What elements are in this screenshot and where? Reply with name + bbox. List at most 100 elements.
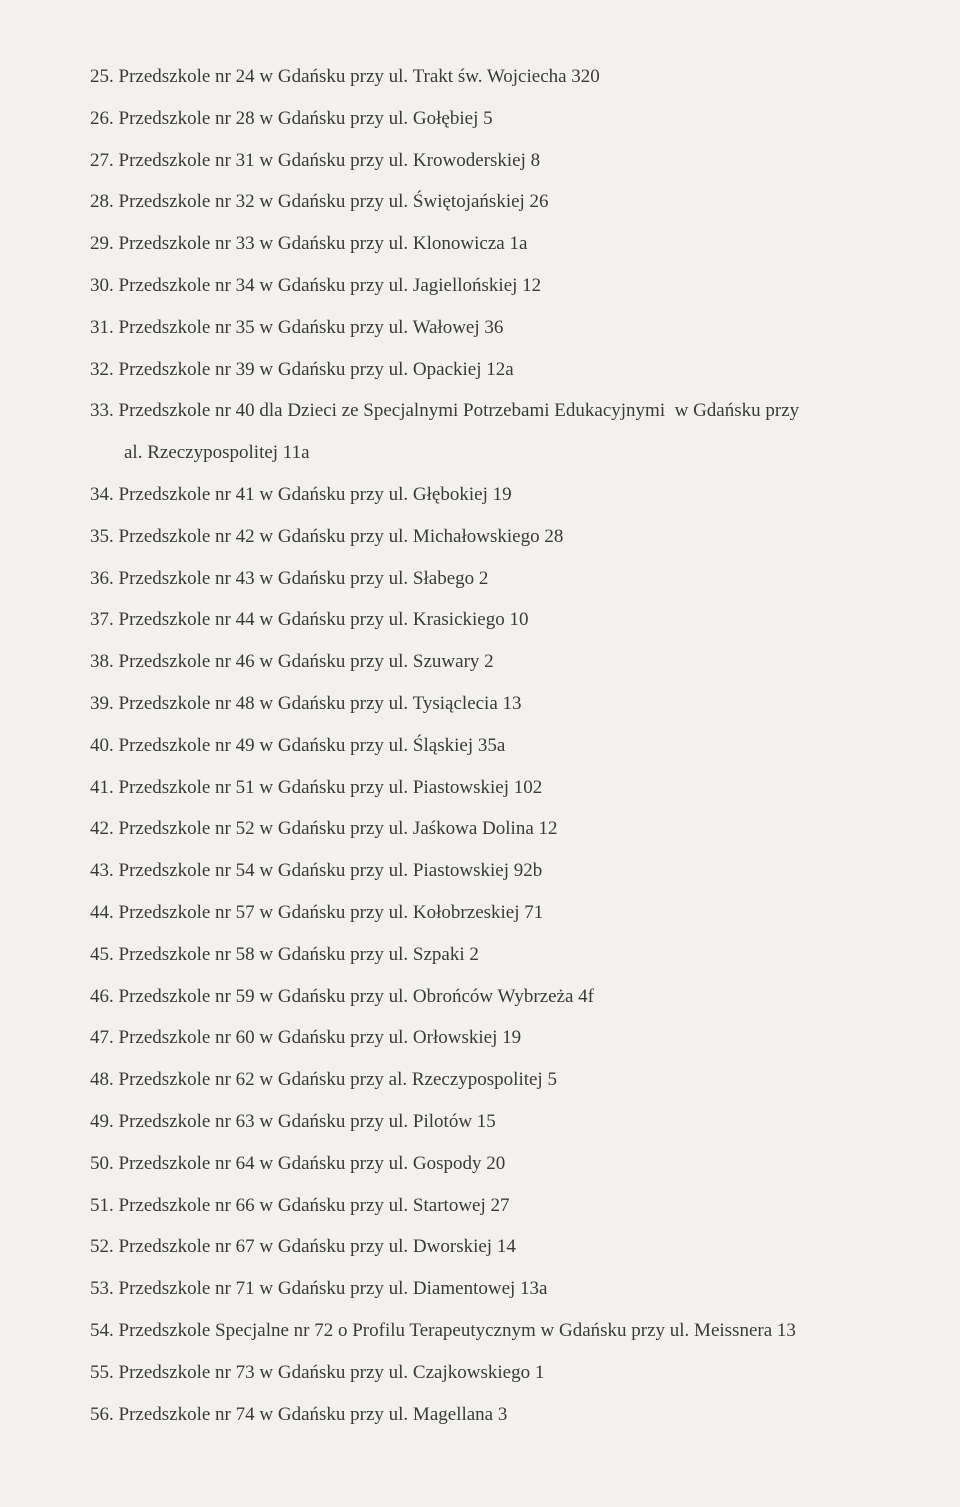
item-number: 56	[90, 1404, 109, 1425]
item-separator: .	[109, 902, 119, 923]
item-text: Przedszkole nr 42 w Gdańsku przy ul. Mic…	[119, 526, 564, 547]
list-item: 38. Przedszkole nr 46 w Gdańsku przy ul.…	[90, 641, 870, 683]
item-text: Przedszkole nr 24 w Gdańsku przy ul. Tra…	[119, 66, 600, 87]
item-text: Przedszkole nr 48 w Gdańsku przy ul. Tys…	[119, 693, 522, 714]
item-number: 54	[90, 1320, 109, 1341]
item-text: Przedszkole nr 67 w Gdańsku przy ul. Dwo…	[119, 1236, 516, 1257]
item-text: Przedszkole nr 33 w Gdańsku przy ul. Klo…	[119, 233, 528, 254]
list-item: 35. Przedszkole nr 42 w Gdańsku przy ul.…	[90, 516, 870, 558]
item-separator: .	[109, 1027, 119, 1048]
item-separator: .	[109, 191, 119, 212]
item-number: 52	[90, 1236, 109, 1257]
list-item: 50. Przedszkole nr 64 w Gdańsku przy ul.…	[90, 1143, 870, 1185]
item-text: Przedszkole nr 43 w Gdańsku przy ul. Sła…	[119, 568, 489, 589]
item-number: 47	[90, 1027, 109, 1048]
item-number: 41	[90, 777, 109, 798]
item-number: 25	[90, 66, 109, 87]
list-item: 27. Przedszkole nr 31 w Gdańsku przy ul.…	[90, 140, 870, 182]
item-separator: .	[109, 526, 119, 547]
item-separator: .	[109, 400, 119, 421]
item-text: Przedszkole nr 28 w Gdańsku przy ul. Goł…	[119, 108, 493, 129]
item-continuation: al. Rzeczypospolitej 11a	[90, 432, 870, 474]
item-separator: .	[109, 233, 119, 254]
list-item: 42. Przedszkole nr 52 w Gdańsku przy ul.…	[90, 808, 870, 850]
list-item: 30. Przedszkole nr 34 w Gdańsku przy ul.…	[90, 265, 870, 307]
item-text: Przedszkole nr 73 w Gdańsku przy ul. Cza…	[119, 1362, 545, 1383]
item-text: Przedszkole nr 74 w Gdańsku przy ul. Mag…	[119, 1404, 508, 1425]
item-text: Przedszkole nr 41 w Gdańsku przy ul. Głę…	[119, 484, 512, 505]
item-number: 43	[90, 860, 109, 881]
item-text: Przedszkole nr 39 w Gdańsku przy ul. Opa…	[119, 359, 514, 380]
item-text: Przedszkole nr 40 dla Dzieci ze Specjaln…	[119, 400, 800, 421]
item-text: Przedszkole nr 63 w Gdańsku przy ul. Pil…	[119, 1111, 496, 1132]
item-text: Przedszkole nr 60 w Gdańsku przy ul. Orł…	[119, 1027, 522, 1048]
item-number: 53	[90, 1278, 109, 1299]
item-separator: .	[109, 484, 119, 505]
list-item: 45. Przedszkole nr 58 w Gdańsku przy ul.…	[90, 934, 870, 976]
item-number: 37	[90, 609, 109, 630]
item-number: 30	[90, 275, 109, 296]
list-item: 39. Przedszkole nr 48 w Gdańsku przy ul.…	[90, 683, 870, 725]
list-item: 55. Przedszkole nr 73 w Gdańsku przy ul.…	[90, 1352, 870, 1394]
item-separator: .	[109, 693, 119, 714]
item-separator: .	[109, 986, 119, 1007]
item-separator: .	[109, 1069, 119, 1090]
item-number: 46	[90, 986, 109, 1007]
item-separator: .	[109, 275, 119, 296]
document-page: 25. Przedszkole nr 24 w Gdańsku przy ul.…	[0, 0, 960, 1507]
item-text: Przedszkole nr 35 w Gdańsku przy ul. Wał…	[119, 317, 504, 338]
list-item: 48. Przedszkole nr 62 w Gdańsku przy al.…	[90, 1059, 870, 1101]
item-separator: .	[109, 651, 119, 672]
item-number: 38	[90, 651, 109, 672]
item-text: Przedszkole nr 32 w Gdańsku przy ul. Świ…	[119, 191, 549, 212]
item-number: 44	[90, 902, 109, 923]
item-text: Przedszkole nr 51 w Gdańsku przy ul. Pia…	[119, 777, 543, 798]
list-item: 41. Przedszkole nr 51 w Gdańsku przy ul.…	[90, 767, 870, 809]
list-item: 29. Przedszkole nr 33 w Gdańsku przy ul.…	[90, 223, 870, 265]
item-text: Przedszkole nr 54 w Gdańsku przy ul. Pia…	[119, 860, 543, 881]
item-separator: .	[109, 317, 119, 338]
item-number: 33	[90, 400, 109, 421]
list-item: 34. Przedszkole nr 41 w Gdańsku przy ul.…	[90, 474, 870, 516]
item-text: Przedszkole Specjalne nr 72 o Profilu Te…	[119, 1320, 796, 1341]
item-separator: .	[109, 108, 119, 129]
item-separator: .	[109, 1278, 119, 1299]
item-separator: .	[109, 860, 119, 881]
item-separator: .	[109, 359, 119, 380]
list-item: 32. Przedszkole nr 39 w Gdańsku przy ul.…	[90, 349, 870, 391]
list-item: 47. Przedszkole nr 60 w Gdańsku przy ul.…	[90, 1017, 870, 1059]
item-separator: .	[109, 818, 119, 839]
list-item: 25. Przedszkole nr 24 w Gdańsku przy ul.…	[90, 56, 870, 98]
item-text: Przedszkole nr 44 w Gdańsku przy ul. Kra…	[119, 609, 529, 630]
item-number: 29	[90, 233, 109, 254]
list-item: 43. Przedszkole nr 54 w Gdańsku przy ul.…	[90, 850, 870, 892]
numbered-list: 25. Przedszkole nr 24 w Gdańsku przy ul.…	[90, 56, 870, 1435]
item-separator: .	[109, 1153, 119, 1174]
list-item: 49. Przedszkole nr 63 w Gdańsku przy ul.…	[90, 1101, 870, 1143]
item-text: Przedszkole nr 52 w Gdańsku przy ul. Jaś…	[119, 818, 558, 839]
list-item: 52. Przedszkole nr 67 w Gdańsku przy ul.…	[90, 1226, 870, 1268]
item-separator: .	[109, 1236, 119, 1257]
item-separator: .	[109, 66, 119, 87]
item-number: 35	[90, 526, 109, 547]
item-separator: .	[109, 944, 119, 965]
item-text: Przedszkole nr 46 w Gdańsku przy ul. Szu…	[119, 651, 494, 672]
item-number: 34	[90, 484, 109, 505]
item-separator: .	[109, 1320, 119, 1341]
item-separator: .	[109, 150, 119, 171]
item-separator: .	[109, 1362, 119, 1383]
item-separator: .	[109, 777, 119, 798]
item-separator: .	[109, 1111, 119, 1132]
item-number: 31	[90, 317, 109, 338]
item-separator: .	[109, 735, 119, 756]
list-item: 33. Przedszkole nr 40 dla Dzieci ze Spec…	[90, 390, 870, 432]
item-text: Przedszkole nr 71 w Gdańsku przy ul. Dia…	[119, 1278, 548, 1299]
item-number: 51	[90, 1195, 109, 1216]
item-text: Przedszkole nr 64 w Gdańsku przy ul. Gos…	[119, 1153, 506, 1174]
list-item: 56. Przedszkole nr 74 w Gdańsku przy ul.…	[90, 1394, 870, 1436]
item-separator: .	[109, 609, 119, 630]
item-text: Przedszkole nr 49 w Gdańsku przy ul. Ślą…	[119, 735, 506, 756]
item-number: 40	[90, 735, 109, 756]
item-separator: .	[109, 1195, 119, 1216]
item-text: Przedszkole nr 57 w Gdańsku przy ul. Koł…	[119, 902, 544, 923]
